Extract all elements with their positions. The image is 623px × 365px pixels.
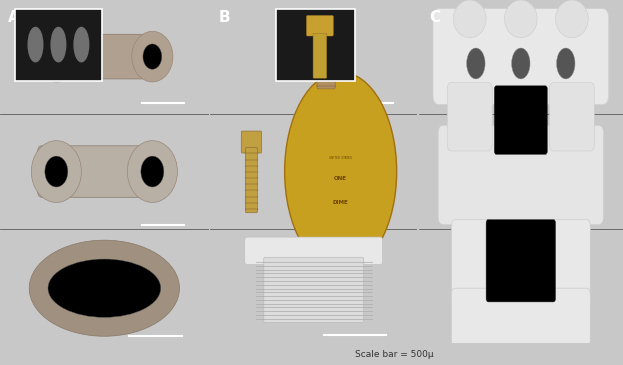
FancyBboxPatch shape	[433, 8, 609, 105]
Ellipse shape	[48, 259, 161, 317]
FancyBboxPatch shape	[549, 82, 594, 151]
FancyBboxPatch shape	[447, 82, 492, 151]
Text: A: A	[8, 10, 20, 25]
FancyBboxPatch shape	[317, 38, 335, 89]
Ellipse shape	[511, 48, 530, 79]
Ellipse shape	[28, 27, 43, 62]
Ellipse shape	[505, 0, 537, 38]
FancyBboxPatch shape	[451, 288, 591, 346]
Text: C: C	[429, 10, 440, 25]
Ellipse shape	[556, 48, 575, 79]
FancyBboxPatch shape	[310, 26, 342, 43]
Ellipse shape	[143, 44, 162, 69]
Ellipse shape	[127, 141, 178, 203]
Ellipse shape	[132, 31, 173, 82]
Text: B: B	[218, 10, 230, 25]
Text: DIME: DIME	[333, 200, 348, 205]
FancyBboxPatch shape	[494, 86, 548, 154]
FancyBboxPatch shape	[245, 237, 383, 265]
Text: Scale bar = 500μ: Scale bar = 500μ	[355, 350, 434, 359]
FancyBboxPatch shape	[451, 220, 492, 309]
FancyBboxPatch shape	[549, 220, 591, 309]
Ellipse shape	[556, 0, 588, 38]
Ellipse shape	[45, 156, 68, 187]
Ellipse shape	[467, 48, 485, 79]
Ellipse shape	[47, 44, 66, 69]
FancyBboxPatch shape	[37, 146, 167, 197]
Ellipse shape	[36, 31, 77, 82]
FancyBboxPatch shape	[37, 34, 145, 79]
FancyBboxPatch shape	[264, 257, 364, 323]
Ellipse shape	[29, 240, 179, 336]
Ellipse shape	[31, 141, 82, 203]
Ellipse shape	[454, 0, 486, 38]
Text: ONE: ONE	[334, 176, 347, 181]
FancyBboxPatch shape	[313, 33, 326, 78]
Ellipse shape	[285, 72, 397, 271]
FancyBboxPatch shape	[438, 125, 604, 225]
Ellipse shape	[51, 27, 66, 62]
FancyBboxPatch shape	[307, 15, 333, 36]
Ellipse shape	[74, 27, 88, 62]
Ellipse shape	[141, 156, 164, 187]
FancyBboxPatch shape	[245, 147, 257, 213]
Bar	[14, 8, 102, 81]
FancyBboxPatch shape	[486, 220, 556, 302]
FancyBboxPatch shape	[241, 131, 262, 153]
Text: UNITED STATES: UNITED STATES	[329, 156, 352, 160]
Bar	[277, 8, 355, 81]
